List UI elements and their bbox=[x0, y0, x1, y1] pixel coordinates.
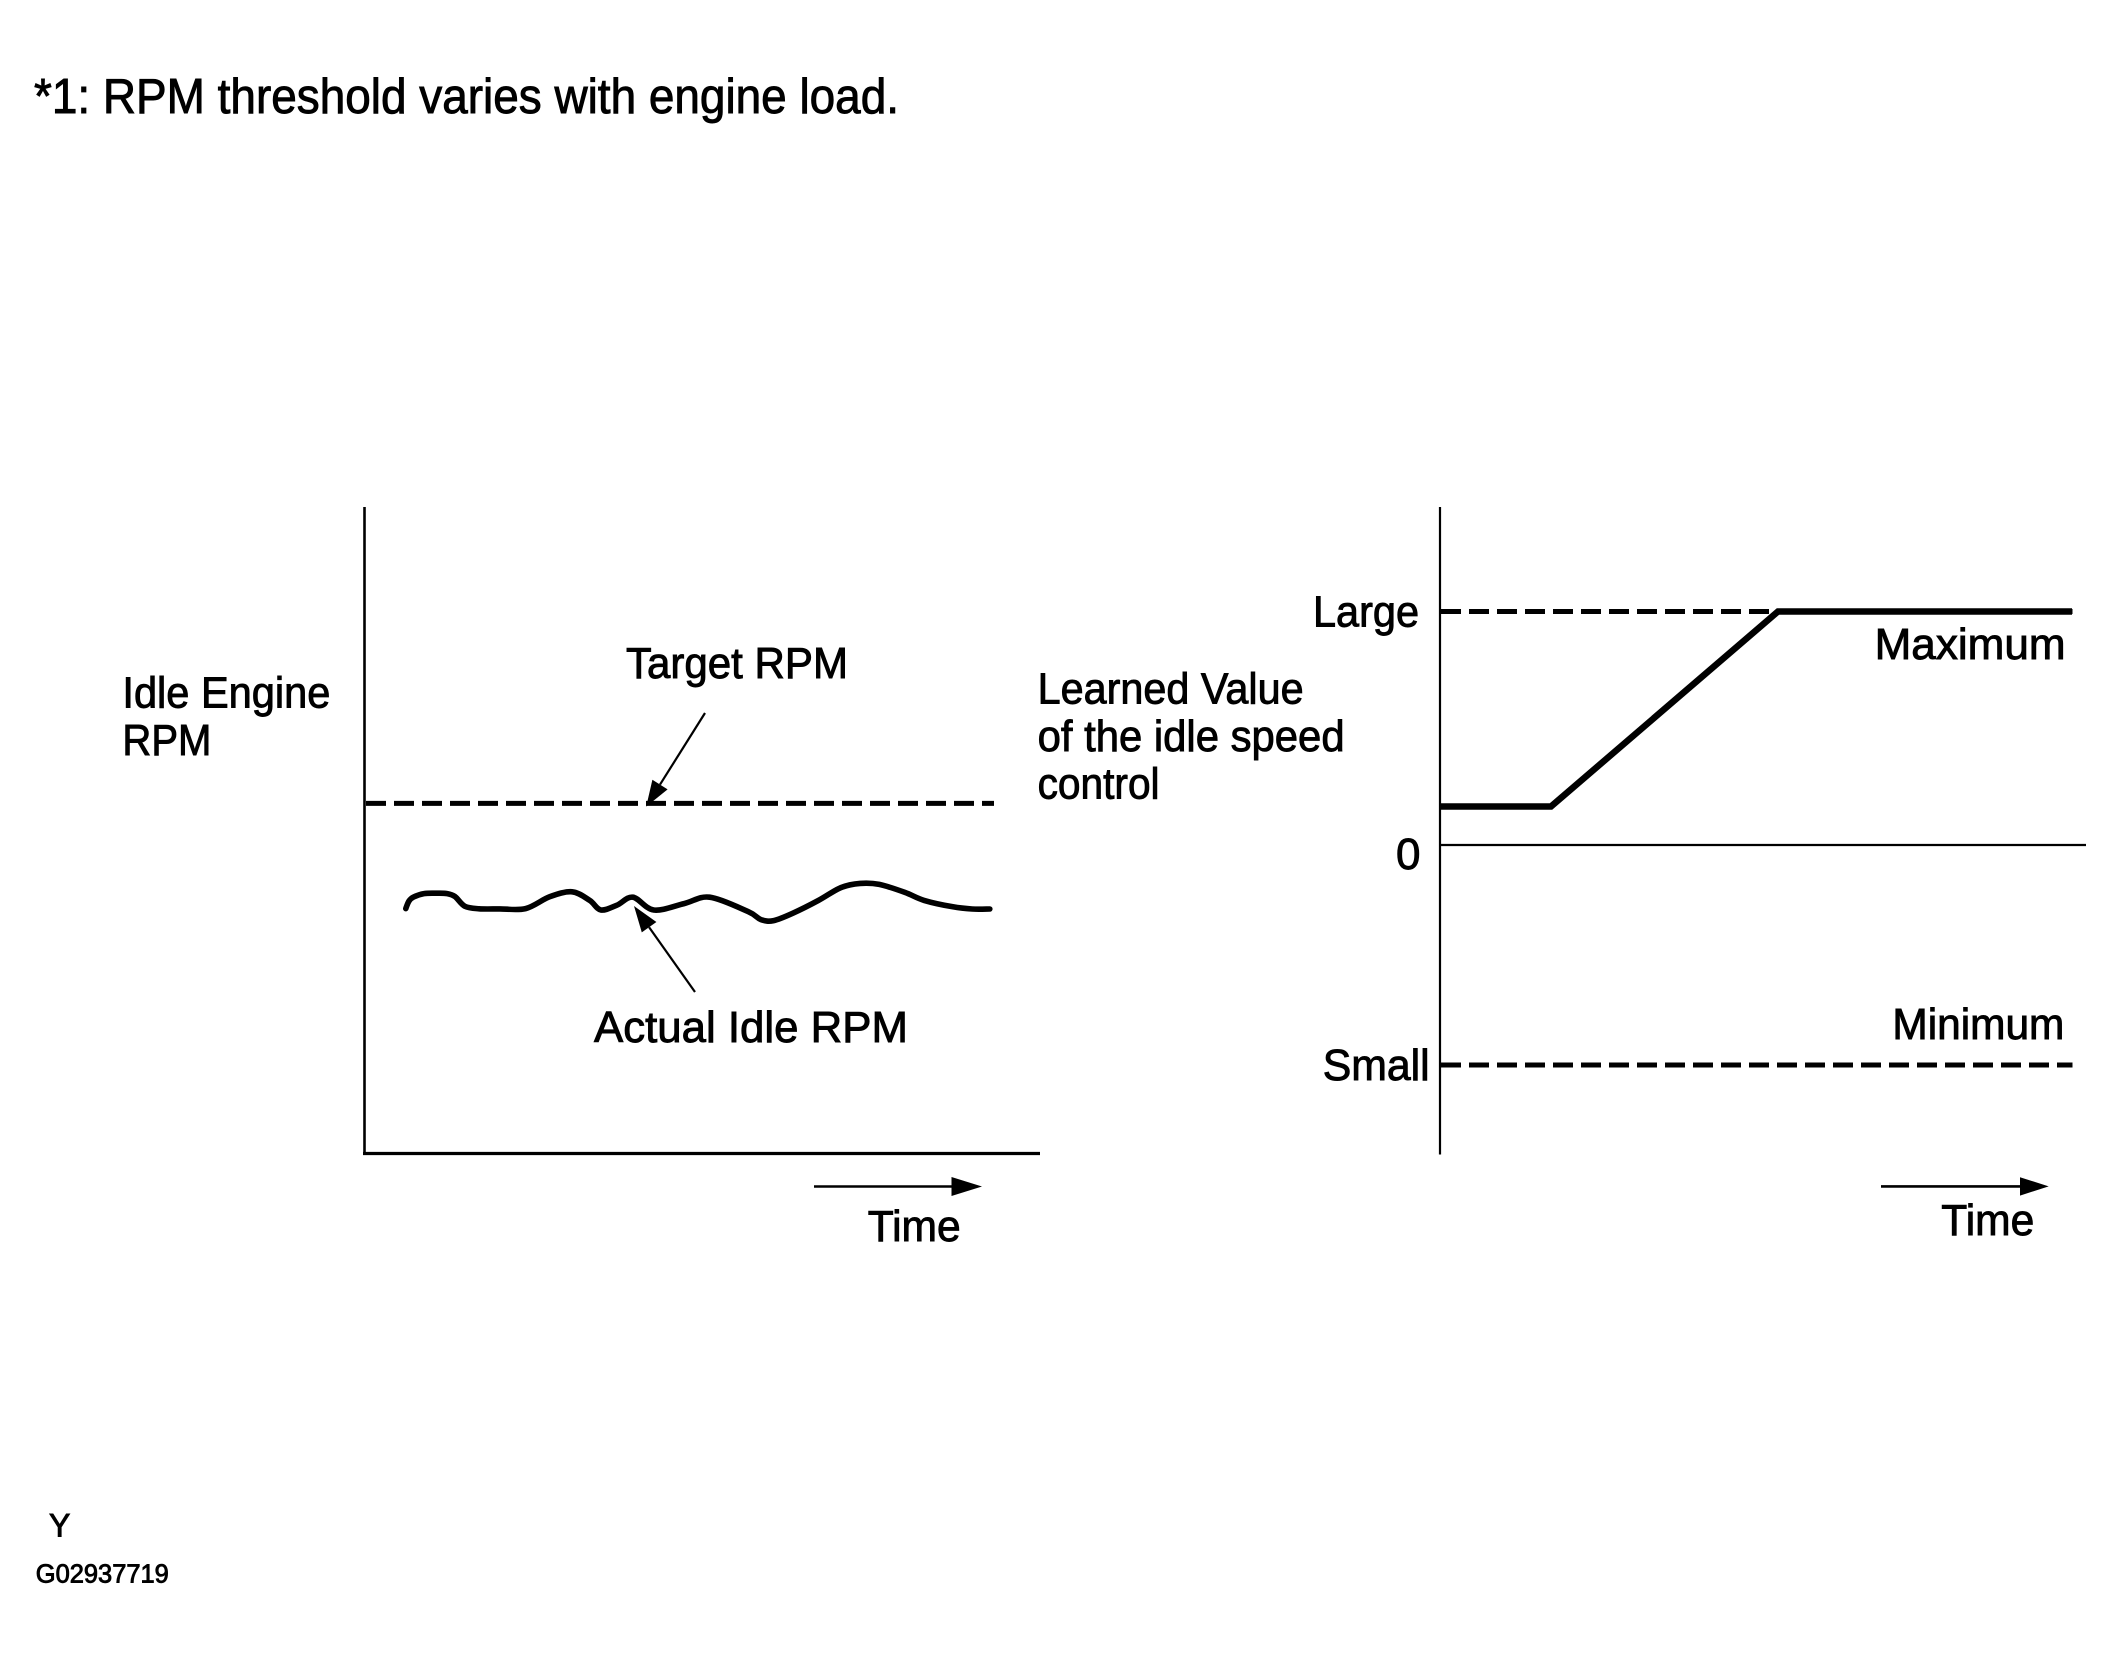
svg-text:Actual Idle RPM: Actual Idle RPM bbox=[594, 1003, 908, 1052]
svg-text:0: 0 bbox=[1396, 830, 1420, 879]
svg-text:*1: RPM threshold varies with: *1: RPM threshold varies with engine loa… bbox=[34, 70, 899, 124]
svg-text:RPM: RPM bbox=[122, 716, 211, 765]
svg-text:Idle Engine: Idle Engine bbox=[122, 669, 330, 718]
svg-text:Time: Time bbox=[1941, 1196, 2034, 1245]
svg-text:Time: Time bbox=[868, 1202, 961, 1251]
svg-text:Target RPM: Target RPM bbox=[626, 639, 848, 688]
svg-text:Learned Value: Learned Value bbox=[1038, 665, 1304, 714]
svg-text:control: control bbox=[1038, 760, 1160, 809]
svg-text:Small: Small bbox=[1323, 1041, 1430, 1090]
svg-text:G02937719: G02937719 bbox=[36, 1558, 169, 1588]
svg-text:of the idle speed: of the idle speed bbox=[1038, 712, 1345, 761]
svg-text:Maximum: Maximum bbox=[1875, 620, 2066, 669]
svg-text:Large: Large bbox=[1313, 588, 1419, 637]
svg-text:Y: Y bbox=[49, 1507, 70, 1543]
svg-text:Minimum: Minimum bbox=[1892, 1000, 2064, 1049]
